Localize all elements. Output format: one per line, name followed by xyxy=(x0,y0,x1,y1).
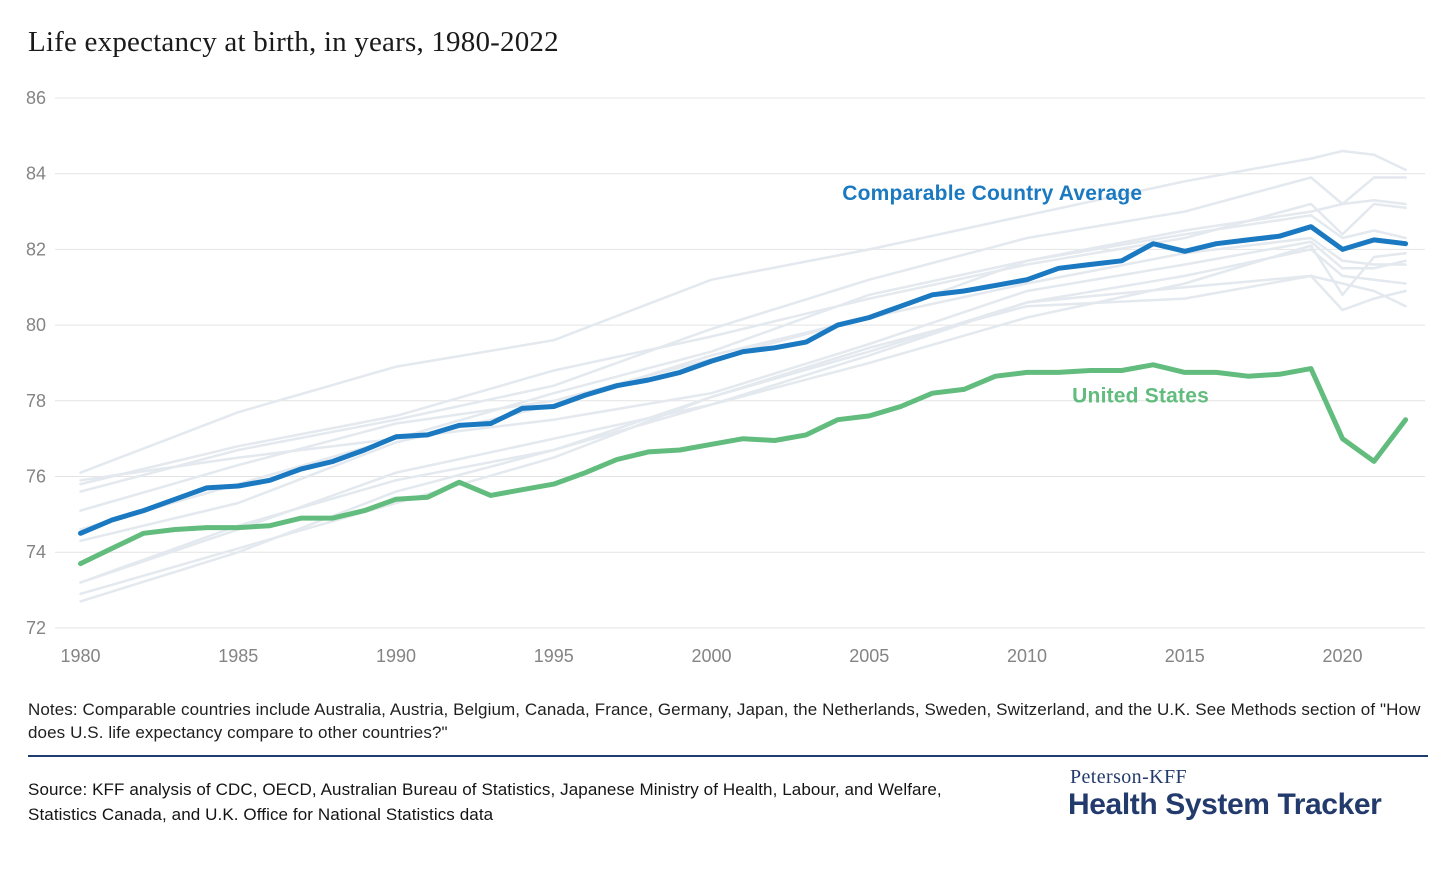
series-label-united-states: United States xyxy=(1072,385,1209,408)
brand-logo: Peterson-KFF Health System Tracker xyxy=(1068,766,1428,820)
y-tick-label-76: 76 xyxy=(26,467,46,487)
x-tick-label-1990: 1990 xyxy=(376,646,416,666)
x-tick-label-1980: 1980 xyxy=(60,646,100,666)
comparable-country-average-line xyxy=(78,224,1409,536)
background-country-line-germany xyxy=(79,274,1407,596)
background-country-line-united-kingdom xyxy=(79,274,1407,584)
background-country-line-belgium xyxy=(79,244,1407,584)
y-tick-label-84: 84 xyxy=(26,164,46,184)
chart-area: 86 84 82 80 78 76 74 72 1980 1985 1990 1995 2000 2005… xyxy=(26,88,1425,666)
background-country-line-sweden xyxy=(79,202,1407,486)
brand-peterson-kff: Peterson-KFF xyxy=(1070,766,1188,788)
x-tick-label-1995: 1995 xyxy=(534,646,574,666)
y-tick-label-72: 72 xyxy=(26,618,46,638)
divider-line xyxy=(28,755,1428,757)
y-tick-label-86: 86 xyxy=(26,88,46,108)
source-text: Source: KFF analysis of CDC, OECD, Austr… xyxy=(28,780,942,824)
line-chart-svg: 86 84 82 80 78 76 74 72 1980 1985 1990 1995 2000 2005… xyxy=(26,88,1425,666)
brand-health-system-tracker: Health System Tracker xyxy=(1068,788,1382,821)
y-tick-label-78: 78 xyxy=(26,391,46,411)
x-tick-label-2015: 2015 xyxy=(1165,646,1205,666)
y-tick-label-82: 82 xyxy=(26,239,46,259)
background-country-line-austria xyxy=(79,248,1407,603)
background-country-line-australia xyxy=(79,198,1407,531)
x-tick-label-2005: 2005 xyxy=(849,646,889,666)
background-country-line-france xyxy=(79,214,1407,543)
background-country-line-netherlands xyxy=(79,240,1407,482)
y-tick-label-74: 74 xyxy=(26,542,46,562)
x-tick-label-2000: 2000 xyxy=(691,646,731,666)
united-states-line xyxy=(78,362,1409,567)
background-country-line-japan xyxy=(79,149,1407,474)
notes-text: Notes: Comparable countries include Aust… xyxy=(28,700,1421,742)
x-tick-label-1985: 1985 xyxy=(218,646,258,666)
chart-title: Life expectancy at birth, in years, 1980… xyxy=(28,26,559,58)
background-country-line-switzerland xyxy=(79,176,1407,493)
x-tick-label-2020: 2020 xyxy=(1322,646,1362,666)
x-tick-label-2010: 2010 xyxy=(1007,646,1047,666)
y-tick-label-80: 80 xyxy=(26,315,46,335)
series-label-comparable-country-average: Comparable Country Average xyxy=(842,182,1142,205)
